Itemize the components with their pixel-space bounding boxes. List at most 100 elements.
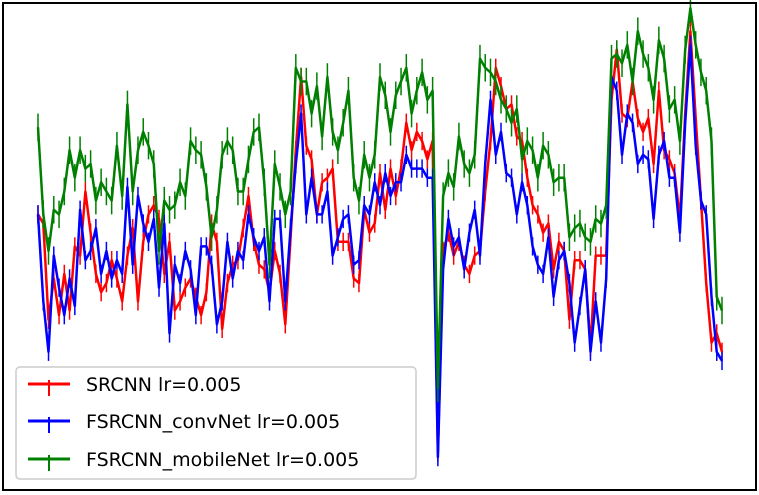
series-fsrcnn-mobilenet-lr-0-005 [36,0,724,403]
point-fsrcnn-convnet-lr-0-005-79 [452,245,455,248]
point-fsrcnn-mobilenet-lr-0-005-13 [105,190,108,193]
point-fsrcnn-convnet-lr-0-005-10 [89,250,92,252]
point-fsrcnn-mobilenet-lr-0-005-36 [226,140,229,142]
point-fsrcnn-mobilenet-lr-0-005-95 [537,176,539,179]
point-fsrcnn-mobilenet-lr-0-005-19 [137,149,139,152]
point-fsrcnn-convnet-lr-0-005-0 [37,213,39,216]
point-srcnn-lr-0-005-37 [231,263,234,266]
point-fsrcnn-mobilenet-lr-0-005-17 [126,103,129,106]
legend-box [15,366,417,480]
point-fsrcnn-mobilenet-lr-0-005-26 [174,204,176,206]
point-fsrcnn-convnet-lr-0-005-46 [279,218,281,220]
point-srcnn-lr-0-005-25 [168,241,171,243]
point-srcnn-lr-0-005-42 [258,263,260,266]
point-fsrcnn-mobilenet-lr-0-005-79 [452,186,455,188]
point-fsrcnn-mobilenet-lr-0-005-80 [458,135,460,138]
legend-label-fsrcnn-convnet: FSRCNN_convNet lr=0.005 [86,411,340,433]
point-fsrcnn-convnet-lr-0-005-30 [195,314,197,316]
point-fsrcnn-convnet-lr-0-005-121 [673,176,676,179]
point-fsrcnn-mobilenet-lr-0-005-25 [168,208,171,211]
point-fsrcnn-mobilenet-lr-0-005-127 [705,89,708,92]
point-srcnn-lr-0-005-55 [326,176,329,179]
point-srcnn-lr-0-005-6 [68,309,71,312]
point-fsrcnn-mobilenet-lr-0-005-129 [715,296,718,298]
point-fsrcnn-mobilenet-lr-0-005-60 [352,176,355,179]
point-fsrcnn-convnet-lr-0-005-98 [552,296,555,298]
point-fsrcnn-mobilenet-lr-0-005-100 [563,176,565,179]
point-srcnn-lr-0-005-54 [321,181,323,184]
point-fsrcnn-convnet-lr-0-005-129 [715,350,718,353]
point-srcnn-lr-0-005-43 [263,268,266,271]
point-fsrcnn-convnet-lr-0-005-37 [231,277,234,280]
point-fsrcnn-mobilenet-lr-0-005-67 [389,131,392,133]
point-fsrcnn-mobilenet-lr-0-005-106 [594,218,597,220]
point-fsrcnn-mobilenet-lr-0-005-105 [589,241,592,243]
point-fsrcnn-convnet-lr-0-005-2 [47,350,50,353]
point-fsrcnn-convnet-lr-0-005-22 [152,218,155,220]
point-fsrcnn-mobilenet-lr-0-005-70 [405,67,408,69]
point-srcnn-lr-0-005-58 [342,241,344,243]
point-fsrcnn-mobilenet-lr-0-005-62 [363,154,366,156]
point-fsrcnn-mobilenet-lr-0-005-2 [47,250,50,252]
point-fsrcnn-mobilenet-lr-0-005-123 [684,48,686,51]
point-fsrcnn-convnet-lr-0-005-47 [284,300,287,303]
point-fsrcnn-convnet-lr-0-005-19 [137,195,139,197]
point-fsrcnn-mobilenet-lr-0-005-97 [547,154,550,156]
point-fsrcnn-mobilenet-lr-0-005-32 [205,186,208,188]
point-srcnn-lr-0-005-40 [247,195,250,197]
point-fsrcnn-mobilenet-lr-0-005-108 [605,204,608,206]
point-fsrcnn-convnet-lr-0-005-130 [721,360,723,362]
point-fsrcnn-convnet-lr-0-005-97 [547,236,550,239]
point-srcnn-lr-0-005-97 [547,222,550,225]
point-fsrcnn-mobilenet-lr-0-005-114 [637,30,639,32]
point-srcnn-lr-0-005-91 [516,135,518,138]
point-fsrcnn-convnet-lr-0-005-107 [600,341,602,344]
point-fsrcnn-convnet-lr-0-005-90 [510,176,513,179]
point-srcnn-lr-0-005-72 [416,131,418,133]
point-fsrcnn-convnet-lr-0-005-120 [668,176,671,179]
point-srcnn-lr-0-005-65 [379,172,381,174]
point-fsrcnn-convnet-lr-0-005-62 [363,204,366,206]
point-fsrcnn-convnet-lr-0-005-86 [489,99,492,101]
point-fsrcnn-mobilenet-lr-0-005-31 [200,154,202,156]
point-srcnn-lr-0-005-96 [542,231,544,234]
point-srcnn-lr-0-005-106 [594,254,597,257]
point-srcnn-lr-0-005-64 [373,222,376,225]
point-fsrcnn-convnet-lr-0-005-76 [437,456,439,458]
point-fsrcnn-convnet-lr-0-005-92 [521,181,523,184]
point-srcnn-lr-0-005-68 [394,195,397,197]
point-fsrcnn-convnet-lr-0-005-87 [494,154,497,156]
point-fsrcnn-convnet-lr-0-005-80 [458,236,460,239]
point-fsrcnn-mobilenet-lr-0-005-28 [184,195,187,197]
point-fsrcnn-mobilenet-lr-0-005-33 [210,236,213,239]
point-srcnn-lr-0-005-86 [489,140,492,142]
point-fsrcnn-convnet-lr-0-005-66 [384,172,387,174]
point-fsrcnn-convnet-lr-0-005-83 [473,208,476,211]
point-srcnn-lr-0-005-34 [216,241,218,243]
point-fsrcnn-convnet-lr-0-005-67 [389,195,392,197]
point-srcnn-lr-0-005-52 [310,158,313,161]
point-fsrcnn-convnet-lr-0-005-114 [637,163,639,165]
point-fsrcnn-convnet-lr-0-005-5 [63,314,66,316]
point-fsrcnn-convnet-lr-0-005-32 [205,245,208,248]
point-fsrcnn-mobilenet-lr-0-005-111 [621,62,623,65]
point-srcnn-lr-0-005-74 [426,158,429,161]
point-fsrcnn-mobilenet-lr-0-005-18 [131,190,134,193]
point-fsrcnn-mobilenet-lr-0-005-15 [116,144,118,147]
point-fsrcnn-mobilenet-lr-0-005-91 [516,108,518,110]
point-srcnn-lr-0-005-127 [705,282,708,284]
point-fsrcnn-mobilenet-lr-0-005-115 [642,53,644,55]
point-srcnn-lr-0-005-4 [58,314,60,316]
point-srcnn-lr-0-005-35 [221,328,223,330]
point-fsrcnn-mobilenet-lr-0-005-72 [416,89,418,92]
point-fsrcnn-convnet-lr-0-005-100 [563,250,565,252]
point-fsrcnn-convnet-lr-0-005-44 [268,300,271,303]
point-srcnn-lr-0-005-5 [63,273,66,275]
point-fsrcnn-mobilenet-lr-0-005-47 [284,213,287,216]
legend-label-fsrcnn-mobilenet: FSRCNN_mobileNet lr=0.005 [86,449,359,471]
point-fsrcnn-mobilenet-lr-0-005-0 [37,126,39,129]
point-fsrcnn-convnet-lr-0-005-71 [410,167,413,170]
point-fsrcnn-mobilenet-lr-0-005-83 [473,154,476,156]
point-fsrcnn-convnet-lr-0-005-35 [221,300,223,303]
point-srcnn-lr-0-005-15 [116,277,118,280]
